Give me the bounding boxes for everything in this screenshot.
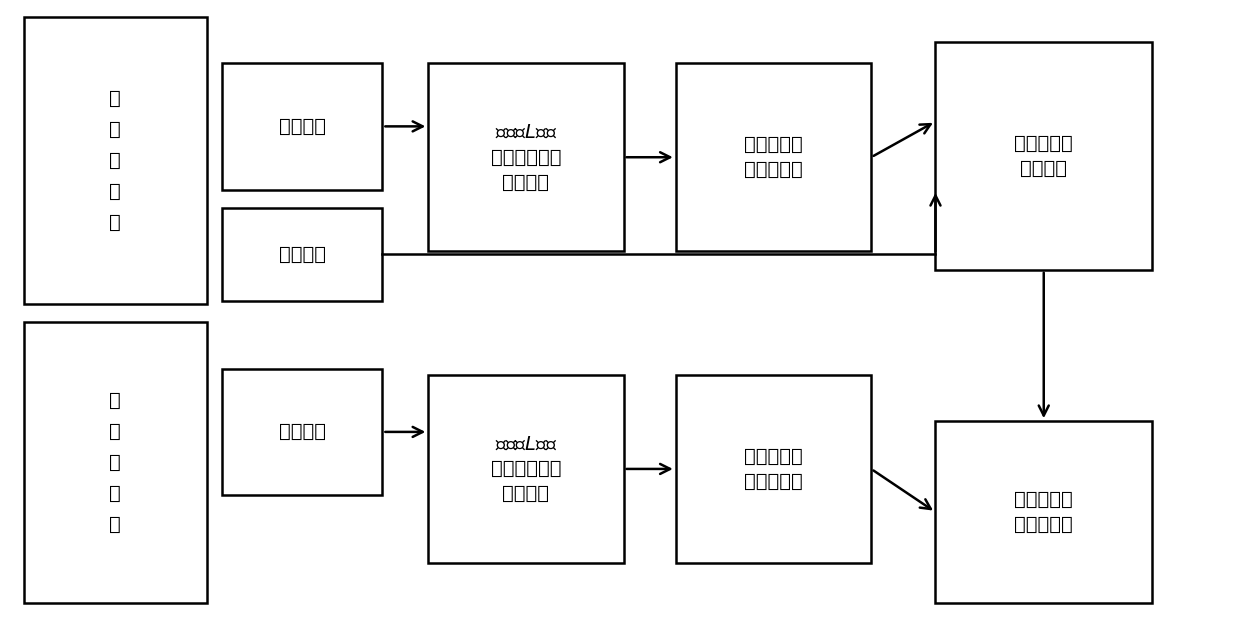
Bar — [222, 369, 382, 495]
Text: 随机为$L$个结
点生成输入权
重和阈値: 随机为$L$个结 点生成输入权 重和阈値 — [491, 123, 562, 192]
Text: 图像特征: 图像特征 — [279, 117, 326, 136]
Text: 计算隐藏层
的输出矩阵: 计算隐藏层 的输出矩阵 — [744, 135, 802, 179]
Text: 语义特征: 语义特征 — [279, 245, 326, 264]
Bar — [935, 42, 1152, 270]
Text: 图像特征: 图像特征 — [279, 422, 326, 441]
Text: 可
观
测
类
别: 可 观 测 类 别 — [109, 89, 122, 232]
Text: 计算网络的
输出权重: 计算网络的 输出权重 — [1014, 134, 1073, 178]
Bar — [222, 63, 382, 190]
Bar — [676, 375, 872, 563]
Text: 判断测试样
本所属类别: 判断测试样 本所属类别 — [1014, 490, 1073, 534]
Text: 未
观
测
类
别: 未 观 测 类 别 — [109, 391, 122, 534]
Bar — [935, 421, 1152, 603]
Text: 随机为$L$个结
点生成输入权
重和阈値: 随机为$L$个结 点生成输入权 重和阈値 — [491, 435, 562, 503]
Bar — [428, 63, 624, 251]
Bar — [428, 375, 624, 563]
Bar — [24, 322, 207, 603]
Text: 计算隐藏层
的输出矩阵: 计算隐藏层 的输出矩阵 — [744, 447, 802, 491]
Bar — [24, 17, 207, 304]
Bar — [676, 63, 872, 251]
Bar — [222, 208, 382, 301]
